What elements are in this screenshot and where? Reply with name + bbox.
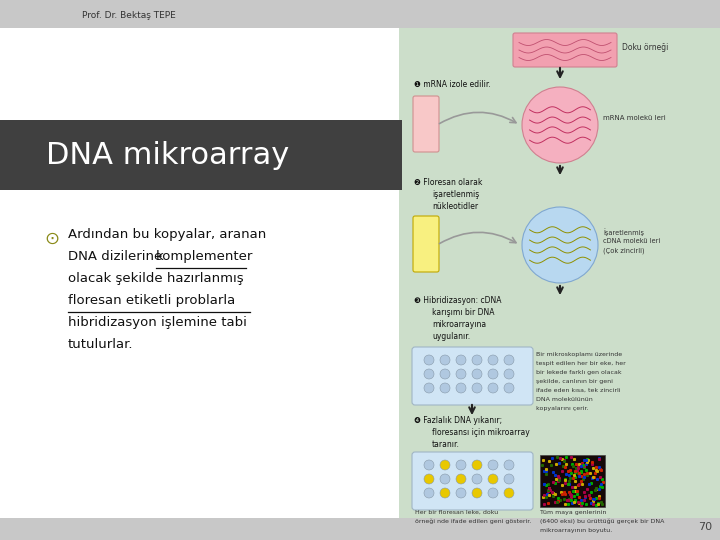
Circle shape xyxy=(488,488,498,498)
FancyBboxPatch shape xyxy=(413,96,439,152)
FancyBboxPatch shape xyxy=(513,33,617,67)
Circle shape xyxy=(472,474,482,484)
Text: DNA mikroarray: DNA mikroarray xyxy=(46,140,289,170)
Text: İşaretlenmiş: İşaretlenmiş xyxy=(603,228,644,236)
FancyBboxPatch shape xyxy=(412,347,533,405)
Circle shape xyxy=(424,474,434,484)
Text: şekilde, canlının bir geni: şekilde, canlının bir geni xyxy=(536,379,613,384)
Circle shape xyxy=(424,355,434,365)
Circle shape xyxy=(488,369,498,379)
Circle shape xyxy=(456,383,466,393)
Circle shape xyxy=(504,474,514,484)
Text: floresansı için mikroarray: floresansı için mikroarray xyxy=(432,428,530,437)
Circle shape xyxy=(472,383,482,393)
Circle shape xyxy=(504,383,514,393)
Text: nükleotidler: nükleotidler xyxy=(432,202,478,211)
Circle shape xyxy=(440,369,450,379)
Bar xyxy=(0,0,720,28)
Circle shape xyxy=(472,488,482,498)
Bar xyxy=(0,518,720,540)
Text: DNA dizilerine: DNA dizilerine xyxy=(68,250,166,263)
Text: Her bir floresan leke, doku: Her bir floresan leke, doku xyxy=(415,510,498,515)
Text: Tüm maya genlerinin: Tüm maya genlerinin xyxy=(540,510,606,515)
Circle shape xyxy=(440,383,450,393)
Text: tespit edilen her bir eke, her: tespit edilen her bir eke, her xyxy=(536,361,626,366)
Text: Ardından bu kopyalar, aranan: Ardından bu kopyalar, aranan xyxy=(68,228,266,241)
Circle shape xyxy=(472,355,482,365)
Bar xyxy=(0,28,399,518)
FancyBboxPatch shape xyxy=(413,216,439,272)
Text: Doku örneği: Doku örneği xyxy=(622,44,668,52)
Bar xyxy=(399,28,720,518)
Text: kopyalarını çerir.: kopyalarını çerir. xyxy=(536,406,588,411)
Text: örneği nde ifade edilen geni gösterir.: örneği nde ifade edilen geni gösterir. xyxy=(415,519,531,524)
Circle shape xyxy=(456,369,466,379)
Text: floresan etiketli problarla: floresan etiketli problarla xyxy=(68,294,235,307)
Text: tutulurlar.: tutulurlar. xyxy=(68,338,133,351)
FancyBboxPatch shape xyxy=(412,452,533,510)
Circle shape xyxy=(440,460,450,470)
Text: Bir mikroskoplamı üzerinde: Bir mikroskoplamı üzerinde xyxy=(536,352,622,357)
Text: bir lekede farklı gen olacak: bir lekede farklı gen olacak xyxy=(536,370,621,375)
Text: ❶ mRNA izole edilir.: ❶ mRNA izole edilir. xyxy=(414,80,491,89)
Circle shape xyxy=(424,460,434,470)
Text: (6400 eksi) bu ürüttüğü gerçek bir DNA: (6400 eksi) bu ürüttüğü gerçek bir DNA xyxy=(540,519,665,524)
Bar xyxy=(0,120,402,190)
Text: (Çok zincirli): (Çok zincirli) xyxy=(603,248,644,254)
Circle shape xyxy=(440,355,450,365)
Circle shape xyxy=(424,369,434,379)
Text: ❹ Fazlalık DNA yıkanır;: ❹ Fazlalık DNA yıkanır; xyxy=(414,416,502,425)
Text: ❸ Hibridizasyon: cDNA: ❸ Hibridizasyon: cDNA xyxy=(414,296,502,305)
Circle shape xyxy=(522,87,598,163)
Text: uygulanır.: uygulanır. xyxy=(432,332,470,341)
Circle shape xyxy=(440,488,450,498)
Text: ❷ Floresan olarak: ❷ Floresan olarak xyxy=(414,178,482,187)
Text: hibridizasyon işlemine tabi: hibridizasyon işlemine tabi xyxy=(68,316,247,329)
Text: olacak şekilde hazırlanmış: olacak şekilde hazırlanmış xyxy=(68,272,243,285)
Circle shape xyxy=(472,369,482,379)
Text: komplementer: komplementer xyxy=(156,250,253,263)
Circle shape xyxy=(504,488,514,498)
Circle shape xyxy=(456,474,466,484)
Text: 70: 70 xyxy=(698,522,712,532)
Circle shape xyxy=(424,488,434,498)
Text: taranır.: taranır. xyxy=(432,440,460,449)
Text: ⊙: ⊙ xyxy=(45,230,60,248)
Circle shape xyxy=(488,460,498,470)
Circle shape xyxy=(504,355,514,365)
Text: mRNA molekü leri: mRNA molekü leri xyxy=(603,115,666,121)
Text: ifade eden kısa, tek zincirli: ifade eden kısa, tek zincirli xyxy=(536,388,621,393)
Circle shape xyxy=(440,474,450,484)
Text: karışımı bir DNA: karışımı bir DNA xyxy=(432,308,495,317)
Text: DNA molekülünün: DNA molekülünün xyxy=(536,397,593,402)
Circle shape xyxy=(488,355,498,365)
Text: cDNA molekü leri: cDNA molekü leri xyxy=(603,238,660,244)
Circle shape xyxy=(522,207,598,283)
Text: mikroarrayına: mikroarrayına xyxy=(432,320,486,329)
Circle shape xyxy=(488,474,498,484)
Bar xyxy=(540,455,605,507)
Circle shape xyxy=(472,460,482,470)
Text: mikroarrayının boyutu.: mikroarrayının boyutu. xyxy=(540,528,612,533)
Circle shape xyxy=(456,488,466,498)
Text: işaretlenmiş: işaretlenmiş xyxy=(432,190,480,199)
Circle shape xyxy=(456,355,466,365)
Circle shape xyxy=(504,460,514,470)
Circle shape xyxy=(488,383,498,393)
Text: Prof. Dr. Bektaş TEPE: Prof. Dr. Bektaş TEPE xyxy=(82,11,176,21)
Circle shape xyxy=(456,460,466,470)
Circle shape xyxy=(504,369,514,379)
Circle shape xyxy=(424,383,434,393)
